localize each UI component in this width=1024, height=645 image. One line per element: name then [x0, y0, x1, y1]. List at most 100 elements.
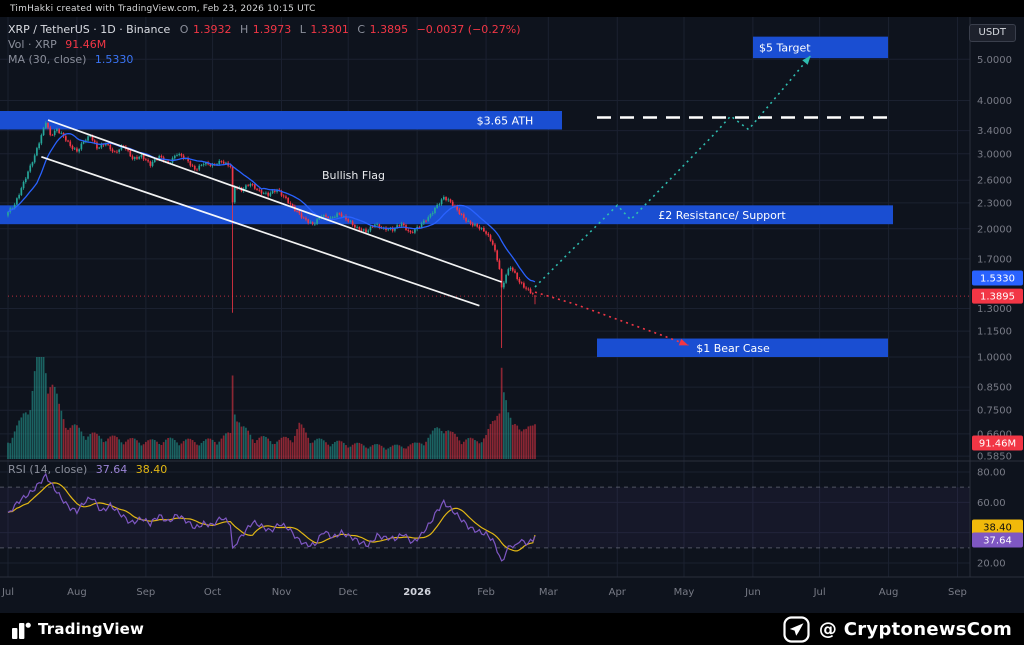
open-value: 1.3932 [192, 23, 232, 36]
svg-text:91.46M: 91.46M [979, 439, 1016, 450]
bear-band[interactable] [597, 338, 888, 357]
volume-key: Vol · XRP [8, 38, 57, 51]
svg-text:0.7500: 0.7500 [977, 406, 1012, 417]
telegram-icon [783, 615, 810, 643]
chart-legend: XRP / TetherUS · 1D · Binance O 1.3932 H… [8, 23, 526, 68]
svg-text:Sep: Sep [948, 587, 967, 598]
high-key: H [239, 23, 249, 36]
bull-projection-path-arrow [802, 55, 811, 65]
ma-value: 1.5330 [94, 53, 134, 66]
svg-text:38.40: 38.40 [983, 523, 1012, 534]
ma-line[interactable] [7, 132, 536, 283]
rsi-legend[interactable]: RSI (14, close) 37.64 38.40 [8, 463, 167, 476]
svg-text:80.00: 80.00 [977, 468, 1006, 479]
open-key: O [179, 23, 189, 36]
svg-text:0.6600: 0.6600 [977, 429, 1012, 440]
bear-band-label: $1 Bear Case [696, 342, 770, 355]
close-key: C [357, 23, 366, 36]
svg-text:2026: 2026 [403, 587, 431, 598]
bear-projection-path-arrow [678, 338, 689, 346]
svg-text:Dec: Dec [339, 587, 358, 598]
last-price-label [972, 288, 1023, 304]
rsi-ma-label [972, 519, 1023, 535]
svg-text:4.0000: 4.0000 [977, 96, 1012, 107]
svg-text:2.3000: 2.3000 [977, 198, 1012, 209]
target-box[interactable] [753, 36, 888, 59]
close-value: 1.3895 [369, 23, 409, 36]
rsi-line[interactable] [7, 472, 536, 562]
svg-text:1.3895: 1.3895 [980, 292, 1015, 303]
rsi-pane [0, 472, 970, 562]
svg-text:May: May [674, 587, 695, 598]
svg-text:Sep: Sep [136, 587, 155, 598]
watermark-text: @ CryptonewsCom [818, 618, 1012, 640]
annotation-bands-layer [0, 36, 893, 357]
legend-ma-row[interactable]: MA (30, close) 1.5330 [8, 53, 526, 66]
svg-text:0.8500: 0.8500 [977, 383, 1012, 394]
rsi-ma-value: 38.40 [135, 463, 168, 476]
svg-text:20.00: 20.00 [977, 559, 1006, 570]
currency-toggle-button[interactable]: USDT [968, 24, 1016, 42]
rsi-ma-line[interactable] [7, 482, 536, 552]
rsi-value-label [972, 532, 1023, 548]
bullish-flag-label[interactable]: Bullish Flag [322, 169, 385, 182]
svg-text:Feb: Feb [477, 587, 495, 598]
legend-symbol-row[interactable]: XRP / TetherUS · 1D · Binance O 1.3932 H… [8, 23, 526, 36]
tradingview-brand-text: TradingView [38, 620, 145, 638]
svg-text:60.00: 60.00 [977, 498, 1006, 509]
volume-layer [7, 357, 536, 459]
svg-text:Mar: Mar [539, 587, 559, 598]
svg-text:Aug: Aug [879, 587, 899, 598]
svg-text:1.1500: 1.1500 [977, 327, 1012, 338]
credit-line: TimHakki created with TradingView.com, F… [10, 4, 316, 14]
axis-value-labels: 1.5330 1.3895 91.46M 38.40 37.64 [972, 270, 1023, 548]
svg-text:Oct: Oct [204, 587, 221, 598]
change-value: −0.0037 (−0.27%) [416, 23, 521, 36]
svg-text:5.0000: 5.0000 [977, 55, 1012, 66]
r2-band-label: £2 Resistance/ Support [658, 209, 786, 222]
svg-text:1.7000: 1.7000 [977, 254, 1012, 265]
ma-price-label [972, 270, 1023, 286]
ma-key: MA (30, close) [8, 53, 87, 66]
svg-text:1.3000: 1.3000 [977, 304, 1012, 315]
svg-text:3.0000: 3.0000 [977, 149, 1012, 160]
svg-text:Jun: Jun [744, 587, 761, 598]
svg-text:Jul: Jul [1, 587, 14, 598]
rsi-value: 37.64 [95, 463, 128, 476]
svg-text:3.4000: 3.4000 [977, 126, 1012, 137]
rsi-key: RSI (14, close) [8, 463, 88, 476]
svg-text:0.5850: 0.5850 [977, 452, 1012, 463]
watermark-group: @ CryptonewsCom [783, 615, 1012, 643]
low-key: L [299, 23, 306, 36]
ath-band-label: $3.65 ATH [477, 114, 534, 127]
svg-text:Nov: Nov [272, 587, 292, 598]
channel-trendlines [41, 119, 502, 307]
chart-canvas[interactable]: $3.65 ATH £2 Resistance/ Support $1 Bear C… [0, 0, 1024, 613]
svg-text:Apr: Apr [609, 587, 627, 598]
low-value: 1.3301 [310, 23, 349, 36]
svg-text:Aug: Aug [67, 587, 87, 598]
time-axis[interactable]: Jul Aug Sep Oct Nov Dec 2026 Feb Mar Apr May Jun Jul… [1, 587, 967, 598]
legend-volume-row[interactable]: Vol · XRP 91.46M [8, 38, 526, 51]
volume-value: 91.46M [65, 38, 107, 51]
tradingview-brand[interactable]: TradingView [12, 620, 144, 639]
svg-text:1.5330: 1.5330 [980, 273, 1015, 284]
trendline[interactable] [47, 119, 502, 283]
svg-text:37.64: 37.64 [983, 536, 1012, 547]
svg-text:2.6000: 2.6000 [977, 176, 1012, 187]
footer-bar: TradingView @ CryptonewsCom [0, 613, 1024, 645]
svg-text:Jul: Jul [813, 587, 826, 598]
symbol-title: XRP / TetherUS · 1D · Binance [8, 23, 171, 36]
svg-text:1.0000: 1.0000 [977, 353, 1012, 364]
annotation-labels: $3.65 ATH £2 Resistance/ Support $1 Bear C… [322, 41, 811, 354]
axes-layer [0, 17, 1024, 578]
bear-projection-path[interactable] [534, 291, 689, 347]
ath-band[interactable] [0, 111, 562, 130]
volume-label [972, 435, 1023, 451]
tradingview-logo-icon [12, 622, 31, 639]
svg-text:2.0000: 2.0000 [977, 224, 1012, 235]
trendline[interactable] [41, 156, 480, 307]
high-value: 1.3973 [252, 23, 292, 36]
target-box-label: $5 Target [759, 41, 811, 54]
